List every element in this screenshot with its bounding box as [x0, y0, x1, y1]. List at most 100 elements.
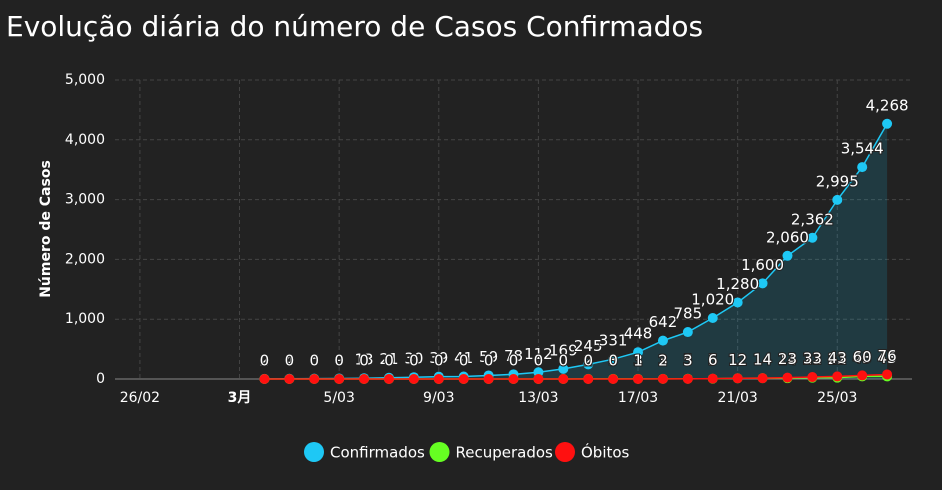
point: [433, 374, 444, 384]
point: [633, 373, 644, 384]
data-label: 3: [608, 351, 618, 369]
legend-label: Recuperados: [456, 444, 554, 462]
data-label: 0: [559, 352, 569, 370]
data-label: 43: [878, 349, 897, 367]
point: [707, 313, 718, 324]
point: [583, 374, 594, 384]
chart-title: Evolução diária do número de Casos Confi…: [6, 10, 703, 43]
point: [832, 194, 843, 205]
data-label: 1,600: [741, 256, 784, 274]
data-label: 30: [404, 350, 423, 368]
point: [558, 374, 569, 384]
data-label: 0: [459, 352, 469, 370]
data-label: 2: [658, 351, 668, 369]
data-label: 0: [260, 352, 270, 370]
data-label: 6: [309, 351, 319, 369]
data-label: 0: [509, 352, 519, 370]
data-label: 1,020: [691, 291, 734, 309]
x-tick-label: 3月: [228, 390, 252, 406]
point: [608, 354, 619, 365]
data-label: 14: [778, 351, 797, 369]
data-label: 39: [429, 349, 448, 367]
point: [608, 374, 619, 384]
data-label: 0: [359, 352, 369, 370]
legend-marker: [429, 442, 450, 462]
point: [533, 374, 544, 384]
x-tick-label: 25/03: [817, 390, 857, 406]
point: [657, 335, 668, 346]
point: [807, 372, 818, 383]
data-label: 4: [285, 351, 295, 369]
data-label: 43: [828, 349, 847, 367]
point: [458, 374, 469, 384]
data-label: 0: [285, 352, 295, 370]
point: [633, 347, 644, 358]
y-tick-label: 5,000: [65, 72, 105, 88]
data-label: 41: [454, 349, 473, 367]
data-label: 0: [409, 352, 419, 370]
point: [807, 232, 818, 243]
point: [857, 162, 868, 173]
point: [832, 371, 843, 382]
y-axis-title: Número de Casos: [38, 160, 54, 298]
point: [757, 373, 768, 384]
data-label: 2,362: [791, 210, 834, 228]
data-label: 3: [683, 351, 693, 369]
data-label: 23: [778, 350, 797, 368]
point: [857, 370, 868, 381]
data-label: 0: [608, 352, 618, 370]
data-label: 642: [649, 313, 678, 331]
data-label: 3: [633, 351, 643, 369]
data-label: 2: [583, 351, 593, 369]
data-label: 59: [479, 348, 498, 366]
point: [309, 374, 320, 384]
data-label: 2: [260, 351, 270, 369]
legend-label: Óbitos: [581, 443, 630, 462]
data-label: 0: [260, 352, 270, 370]
data-label: 245: [574, 337, 603, 355]
point: [782, 250, 793, 261]
x-tick-label: 5/03: [323, 390, 354, 406]
data-label: 331: [599, 332, 628, 350]
point: [707, 373, 718, 384]
data-label: 0: [309, 352, 319, 370]
point: [782, 372, 793, 383]
data-label: 78: [504, 347, 523, 365]
point: [334, 374, 345, 384]
data-label: 0: [409, 352, 419, 370]
data-label: 0: [534, 352, 544, 370]
x-tick-label: 26/02: [120, 390, 160, 406]
legend-marker: [555, 442, 575, 462]
legend-label: Confirmados: [330, 444, 425, 462]
y-tick-label: 4,000: [65, 132, 105, 148]
data-label: 3: [658, 351, 668, 369]
data-label: 0: [309, 352, 319, 370]
point: [259, 374, 270, 384]
data-label: 0: [509, 352, 519, 370]
y-tick-label: 2,000: [65, 251, 105, 267]
data-label: 5: [708, 351, 718, 369]
point: [732, 297, 743, 308]
data-label: 0: [484, 352, 494, 370]
data-label: 785: [674, 305, 703, 323]
data-label: 43: [853, 349, 872, 367]
point: [483, 374, 494, 384]
x-tick-label: 9/03: [423, 390, 454, 406]
data-label: 0: [384, 352, 394, 370]
data-label: 2,995: [816, 172, 859, 190]
data-label: 12: [728, 351, 747, 369]
data-label: 6: [708, 351, 718, 369]
point: [682, 327, 693, 338]
y-tick-label: 0: [96, 371, 105, 387]
y-tick-label: 3,000: [65, 192, 105, 208]
point: [383, 374, 394, 384]
point: [558, 363, 569, 374]
data-label: 76: [878, 347, 897, 365]
data-label: 0: [334, 352, 344, 370]
data-label: 9: [334, 351, 344, 369]
point: [882, 369, 893, 380]
data-label: 0: [459, 352, 469, 370]
data-label: 0: [359, 352, 369, 370]
